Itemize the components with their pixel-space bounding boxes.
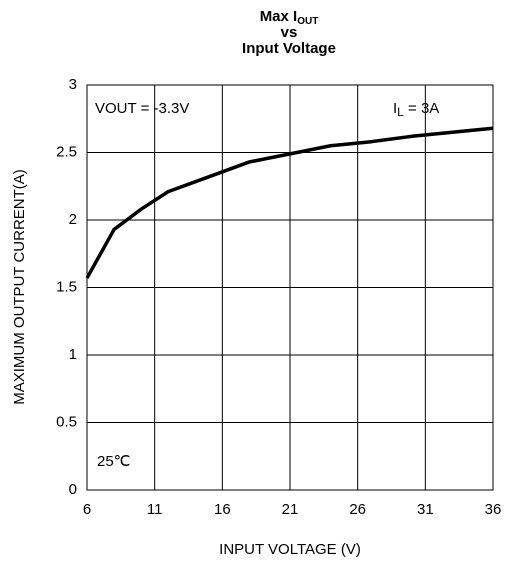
x-tick-label: 31 [417,501,434,518]
y-tick-label: 1 [69,346,77,363]
y-tick-label: 0 [69,481,77,498]
annotation-text: I [393,100,397,117]
y-tick-label: 0.5 [56,413,77,430]
y-tick-label: 2.5 [56,143,77,160]
y-tick-label: 3 [69,76,77,93]
annotation: VOUT = -3.3V [95,100,189,117]
chart-title: vs [281,24,298,41]
x-tick-label: 11 [147,501,163,518]
annotation-subscript: L [397,105,404,119]
x-tick-label: 6 [83,501,91,518]
y-axis-label: MAXIMUM OUTPUT CURRENT(A) [11,169,28,405]
x-tick-label: 26 [349,501,366,518]
annotation: IL = 3A [393,100,439,119]
chart-title: Input Voltage [242,40,336,57]
data-line [85,126,494,279]
x-tick-label: 16 [214,501,231,518]
x-tick-label: 21 [282,501,299,518]
y-tick-label: 2 [69,211,77,228]
title-line: Max I [260,8,298,25]
chart-title: Max IOUT [260,8,319,27]
annotation: 25℃ [97,453,131,470]
x-tick-label: 36 [485,501,502,518]
y-tick-label: 1.5 [56,278,77,295]
annotation-suffix: = 3A [404,100,439,117]
title-subscript: OUT [297,16,318,27]
x-axis-label: INPUT VOLTAGE (V) [219,541,361,558]
